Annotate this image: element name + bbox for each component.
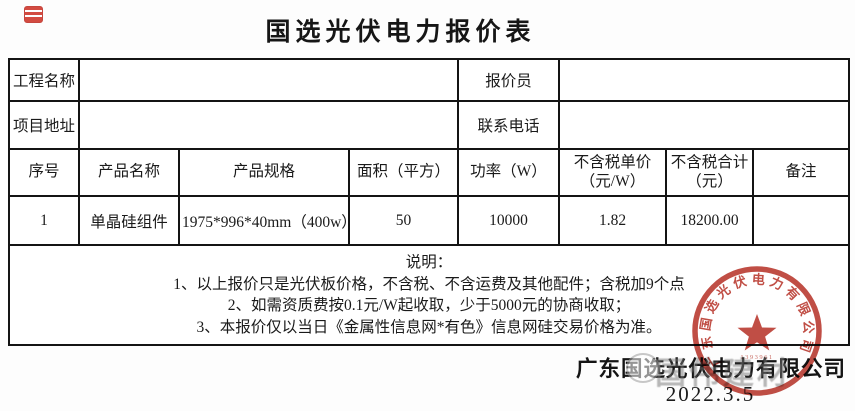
address-value xyxy=(78,100,459,150)
page-title: 国选光伏电力报价表 xyxy=(265,19,536,46)
col-header-unit-price: 不含税单价（元/W） xyxy=(558,148,667,197)
notes-label: 说明： xyxy=(405,254,453,271)
corner-stamp-icon xyxy=(24,6,43,23)
col-header-spec: 产品规格 xyxy=(178,148,350,197)
col-header-power: 功率（W） xyxy=(457,148,560,197)
cell-remark xyxy=(752,195,850,246)
cell-spec: 1975*996*40mm（400w） xyxy=(178,195,350,246)
cell-total: 18200.00 xyxy=(665,195,754,246)
col-header-remark: 备注 xyxy=(752,148,850,197)
notes-cell: 说明： 1、以上报价只是光伏板价格，不含税、不含运费及其他配件；含税加9个点 2… xyxy=(8,244,850,346)
phone-label: 联系电话 xyxy=(457,100,560,150)
table-notes-row: 说明： 1、以上报价只是光伏板价格，不含税、不含运费及其他配件；含税加9个点 2… xyxy=(8,244,850,346)
table-header-row: 序号 产品名称 产品规格 面积（平方） 功率（W） 不含税单价（元/W） 不含税… xyxy=(8,148,850,197)
cell-product-name: 单晶硅组件 xyxy=(78,195,180,246)
cell-unit-price: 1.82 xyxy=(558,195,667,246)
col-header-area: 面积（平方） xyxy=(348,148,459,197)
quoter-value xyxy=(558,58,850,102)
table-row: 项目地址 联系电话 xyxy=(8,100,850,150)
quotation-table: 工程名称 报价员 项目地址 联系电话 序号 产品名称 产品规格 面积（平方） 功… xyxy=(8,58,850,346)
company-seal-stamp: 广东国选光伏电力有限公司 1393961 xyxy=(692,266,822,396)
cell-area: 50 xyxy=(348,195,459,246)
note-line-2: 2、如需资质费按0.1元/W起收取，少于5000元的协商收取； xyxy=(227,297,631,314)
watermark-text: 国伟建材 xyxy=(655,356,791,391)
table-row: 工程名称 报价员 xyxy=(8,58,850,102)
seal-serial-number: 1393961 xyxy=(740,354,773,361)
cell-seq: 1 xyxy=(8,195,80,246)
col-header-seq: 序号 xyxy=(8,148,80,197)
phone-value xyxy=(558,100,850,150)
seal-ring xyxy=(692,266,822,396)
col-header-product: 产品名称 xyxy=(78,148,180,197)
quote-date: 2022.3.5 xyxy=(665,382,756,406)
table-row: 1 单晶硅组件 1975*996*40mm（400w） 50 10000 1.8… xyxy=(8,195,850,246)
col-header-total: 不含税合计（元） xyxy=(665,148,754,197)
note-line-1: 1、以上报价只是光伏板价格，不含税、不含运费及其他配件；含税加9个点 xyxy=(173,275,685,293)
project-name-value xyxy=(78,58,459,102)
cell-power: 10000 xyxy=(457,195,560,246)
watermark-logo-icon xyxy=(626,353,660,383)
address-label: 项目地址 xyxy=(8,100,80,150)
note-line-3: 3、本报价仅以当日《金属性信息网*有色》信息网硅交易价格为准。 xyxy=(196,318,662,336)
seal-star-icon xyxy=(737,314,777,351)
project-name-label: 工程名称 xyxy=(8,58,80,102)
quoter-label: 报价员 xyxy=(457,58,560,102)
